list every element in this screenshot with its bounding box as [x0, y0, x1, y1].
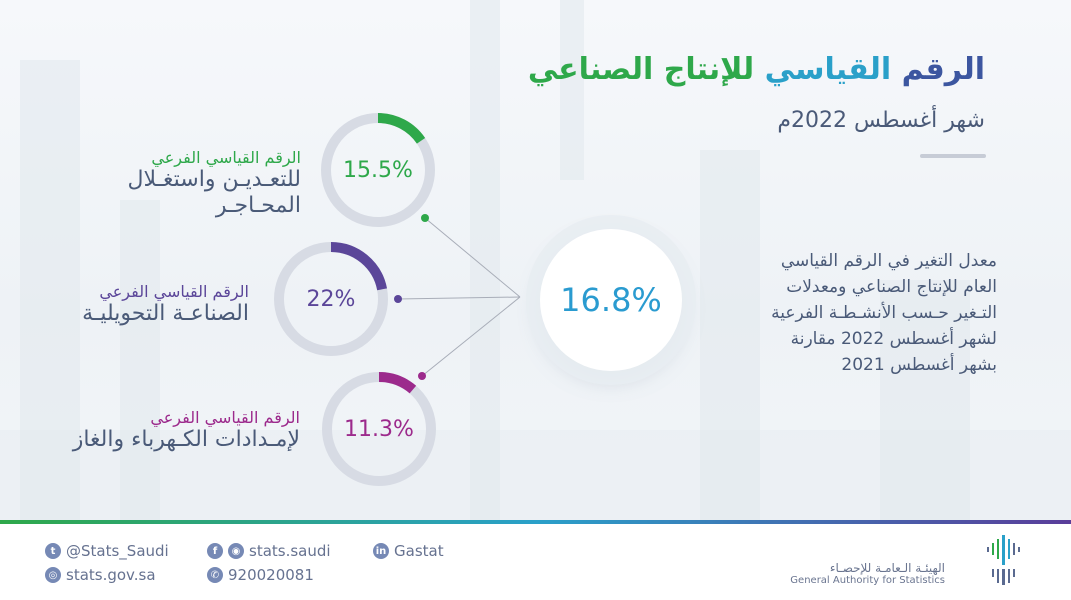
mining-value: 15.5% — [343, 157, 413, 183]
phone-link[interactable]: ✆ 920020081 — [207, 566, 314, 584]
utilities-ring: 11.3% — [320, 370, 438, 488]
manufacturing-donut-icon — [274, 242, 388, 356]
website-link[interactable]: ◎ stats.gov.sa — [45, 566, 156, 584]
title-divider — [920, 154, 986, 158]
connector-lines — [394, 214, 521, 380]
org-name: الهيئـة الـعامـة للإحصـاء General Author… — [790, 561, 945, 586]
industrial-background — [0, 0, 1071, 520]
manufacturing-ring: 22% — [272, 240, 390, 358]
twitter-link[interactable]: t @Stats_Saudi — [45, 542, 169, 560]
gastat-logo-icon — [987, 535, 1020, 585]
instagram-icon: ◉ — [228, 543, 244, 559]
linkedin-link[interactable]: in Gastat — [373, 542, 444, 560]
mining-label: الرقم القياسي الفرعي للتعـديـن واستغـلال… — [127, 148, 301, 218]
overall-description: معدل التغير في الرقم القياسي العام للإنت… — [771, 251, 997, 375]
phone-icon: ✆ — [207, 567, 223, 583]
overall-value: 16.8% — [560, 281, 662, 319]
gradient-divider — [0, 520, 1071, 524]
utilities-value: 11.3% — [344, 416, 414, 442]
mining-ring: 15.5% — [319, 111, 437, 229]
manufacturing-label: الرقم القياسي الفرعي الصناعـة التحويليـة — [82, 282, 249, 326]
page-title: الرقم القياسي للإنتاج الصناعي — [527, 52, 985, 87]
utilities-donut-icon — [322, 372, 436, 486]
facebook-icon: f — [207, 543, 223, 559]
twitter-icon: t — [45, 543, 61, 559]
mining-donut-icon — [321, 113, 435, 227]
page-subtitle: شهر أغسطس 2022م — [777, 108, 985, 133]
footer: t @Stats_Saudi ◎ stats.gov.sa f ◉ stats.… — [0, 524, 1071, 600]
globe-icon: ◎ — [45, 567, 61, 583]
overall-index-circle: 16.8% — [540, 229, 682, 371]
facebook-instagram-link[interactable]: f ◉ stats.saudi — [207, 542, 331, 560]
linkedin-icon: in — [373, 543, 389, 559]
utilities-label: الرقم القياسي الفرعي لإمـدادات الكـهرباء… — [72, 408, 300, 452]
manufacturing-value: 22% — [306, 286, 356, 312]
